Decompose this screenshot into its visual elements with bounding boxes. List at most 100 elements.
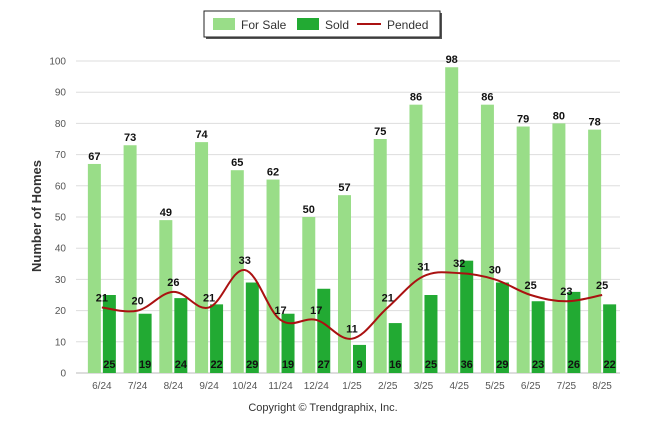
label-for-sale: 74	[195, 129, 208, 141]
y-tick-label: 50	[55, 213, 67, 224]
bar-sold	[495, 282, 509, 373]
bar-for-sale	[338, 195, 351, 373]
label-sold: 25	[425, 359, 437, 371]
label-sold: 29	[496, 359, 508, 371]
bar-for-sale	[480, 104, 494, 374]
label-pended: 30	[489, 264, 501, 276]
label-for-sale: 67	[88, 151, 100, 163]
bar-sold	[102, 295, 116, 373]
label-sold: 24	[175, 359, 188, 371]
label-sold: 19	[282, 359, 294, 371]
y-tick-label: 80	[55, 119, 67, 130]
label-sold: 19	[139, 359, 151, 371]
bar-sold	[353, 344, 366, 373]
y-tick-label: 30	[55, 275, 67, 286]
bar-sold	[210, 304, 224, 373]
label-sold: 36	[461, 359, 473, 371]
x-tick-label: 4/25	[449, 381, 469, 392]
x-tick-label: 11/24	[268, 381, 293, 392]
legend-swatch-sold	[297, 18, 319, 30]
label-for-sale: 65	[231, 157, 243, 169]
label-for-sale: 86	[481, 92, 493, 104]
bar-for-sale	[123, 145, 137, 373]
label-for-sale: 98	[446, 54, 458, 66]
label-sold: 16	[389, 359, 401, 371]
label-sold: 25	[103, 359, 115, 371]
y-tick-label: 100	[49, 57, 66, 68]
label-for-sale: 50	[303, 204, 315, 216]
x-tick-label: 8/25	[592, 381, 612, 392]
label-for-sale: 78	[589, 117, 601, 129]
legend-label-pended: Pended	[387, 18, 428, 32]
label-pended: 32	[453, 258, 465, 270]
y-axis-label: Number of Homes	[29, 160, 44, 272]
x-tick-label: 9/24	[199, 381, 219, 392]
x-tick-label: 1/25	[342, 381, 362, 392]
label-pended: 31	[417, 261, 429, 273]
label-for-sale: 80	[553, 110, 565, 122]
label-for-sale: 79	[517, 114, 529, 126]
label-for-sale: 62	[267, 167, 279, 179]
bar-sold	[138, 313, 152, 373]
label-for-sale: 49	[160, 207, 172, 219]
label-pended: 21	[382, 292, 394, 304]
label-for-sale: 57	[338, 182, 350, 194]
label-pended: 17	[310, 305, 322, 317]
y-tick-label: 60	[55, 181, 67, 192]
bar-for-sale	[409, 104, 423, 374]
label-sold: 22	[210, 359, 222, 371]
legend-box	[203, 10, 441, 38]
legend-label-for-sale: For Sale	[241, 18, 287, 32]
y-tick-label: 20	[55, 306, 67, 317]
label-pended: 21	[96, 292, 108, 304]
legend-label-sold: Sold	[325, 18, 349, 32]
label-pended: 20	[131, 296, 143, 308]
x-tick-label: 3/25	[414, 381, 434, 392]
y-tick-label: 90	[55, 88, 67, 99]
label-sold: 29	[246, 359, 258, 371]
y-axis-ticks: 0 10 20 30 40 50 60 70 80 90 100	[49, 57, 66, 380]
bars	[87, 67, 617, 374]
bar-sold	[460, 260, 474, 373]
label-pended: 21	[203, 292, 215, 304]
y-tick-label: 0	[60, 369, 66, 380]
bar-for-sale	[588, 129, 602, 373]
x-tick-label: 6/25	[521, 381, 541, 392]
bar-for-sale	[195, 142, 209, 373]
bar-for-sale	[516, 126, 530, 374]
bar-sold	[388, 323, 402, 373]
x-axis-ticks: 6/24 7/24 8/24 9/24 10/24 11/24 12/24 1/25 2/25 3…	[92, 381, 612, 392]
bar-for-sale	[266, 179, 280, 373]
bar-sold	[281, 313, 295, 373]
x-tick-label: 6/24	[92, 381, 112, 392]
bar-sold	[603, 304, 617, 373]
y-tick-label: 10	[55, 337, 67, 348]
x-tick-label: 8/24	[164, 381, 184, 392]
bar-for-sale	[87, 163, 101, 373]
label-sold: 9	[356, 359, 362, 371]
bar-sold	[531, 301, 545, 373]
x-tick-label: 7/25	[557, 381, 577, 392]
label-sold: 22	[604, 359, 616, 371]
bar-for-sale	[445, 67, 459, 374]
legend-swatch-for-sale	[213, 18, 235, 30]
x-tick-label: 12/24	[304, 381, 329, 392]
bar-sold	[317, 288, 331, 373]
y-tick-label: 70	[55, 150, 67, 161]
label-for-sale: 75	[374, 126, 386, 138]
label-pended: 33	[239, 255, 251, 267]
label-pended: 17	[274, 305, 286, 317]
label-pended: 11	[346, 324, 358, 336]
bar-for-sale	[159, 220, 173, 373]
bar-for-sale	[552, 123, 566, 374]
x-tick-label: 5/25	[485, 381, 505, 392]
data-labels: 67 25 21 73 19 20 49 24 26 74 22 21 65 29 33 62 19 17 50 27…	[88, 54, 616, 371]
y-tick-label: 40	[55, 244, 67, 255]
pended-line	[101, 269, 603, 340]
x-tick-label: 10/24	[232, 381, 257, 392]
bar-for-sale	[302, 217, 316, 373]
label-for-sale: 86	[410, 92, 422, 104]
bar-sold	[424, 295, 438, 373]
label-sold: 26	[568, 359, 580, 371]
